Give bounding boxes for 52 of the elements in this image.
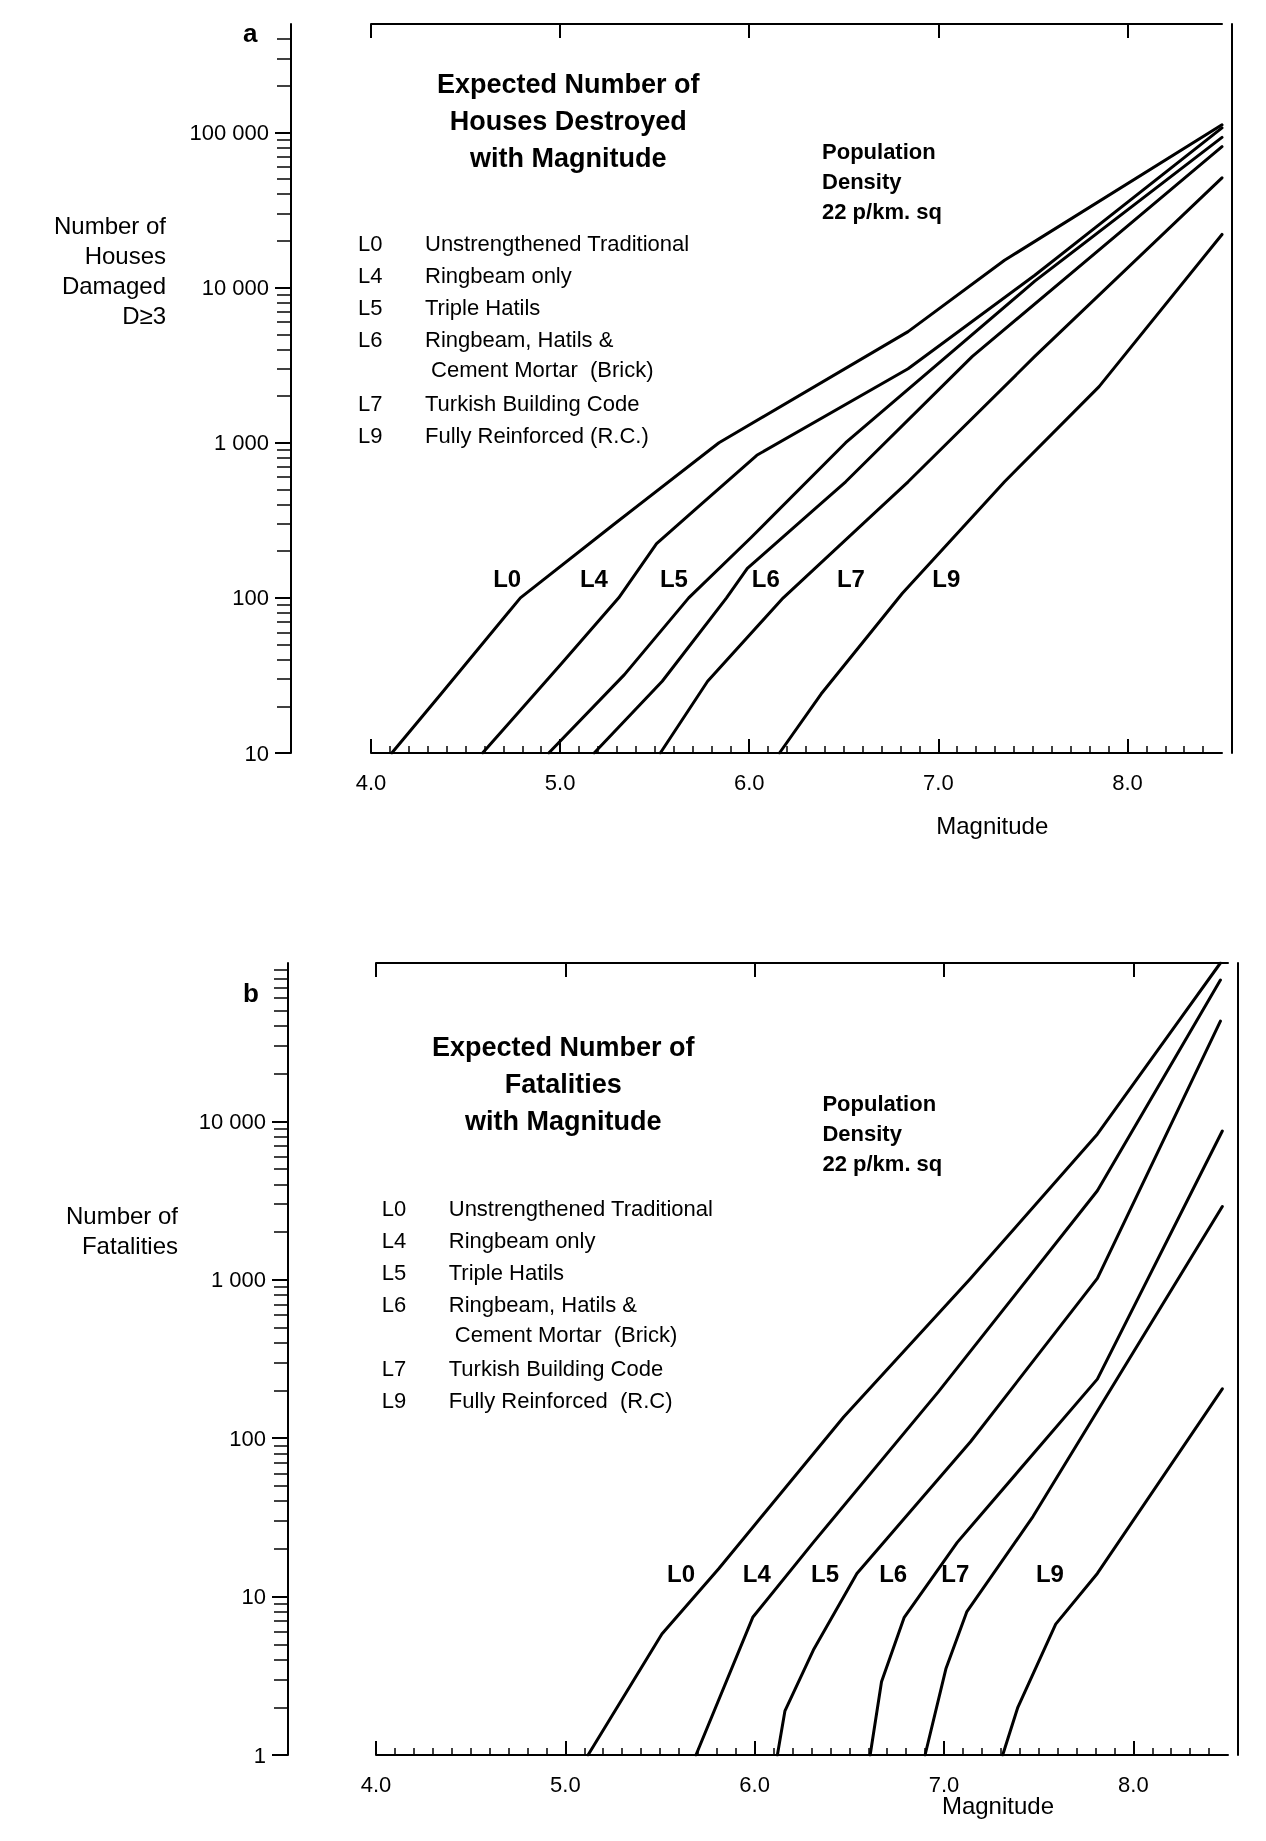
annotation: L9 [932,564,961,592]
text: b [243,978,259,1008]
text: Expected Number of Fatalities with Magnitude [432,1031,696,1136]
y-tick-label: 10 [241,1584,266,1610]
annotation: L4 [579,564,609,592]
text: a [243,18,258,48]
y-axis-title: Number of Houses Damaged D≥3 [53,211,167,329]
x-tick-label: 5.0 [550,1771,581,1797]
annotation: Population Density 22 p/km. sq [822,1090,943,1176]
text: L7 Turkish Building Code [381,1355,664,1381]
annotation: L7 [941,1560,970,1588]
annotation: L4 [742,1560,772,1588]
text: L7 Turkish Building Code [358,390,640,416]
annotation: L5 [811,1560,840,1588]
text: L5 Triple Hatils [381,1259,565,1285]
y-tick-label: 10 000 [198,1108,266,1134]
text: L9 Fully Reinforced (R.C.) [358,422,649,448]
y-tick-label: 1 000 [213,430,269,456]
y-tick-label: 100 [229,1425,266,1451]
x-tick-label: 7.0 [923,769,954,795]
text: L4 Ringbeam only [381,1227,596,1253]
y-tick-label: 100 [232,585,269,611]
x-tick-label: 4.0 [360,1771,392,1797]
x-tick-label: 8.0 [1118,1771,1149,1797]
y-tick-label: 1 000 [210,1267,266,1293]
annotation: Population Density 22 p/km. sq [822,138,942,224]
text: L6 Ringbeam, Hatils & Cement Mortar (Brick) [358,326,654,382]
annotation: L0 [667,1560,696,1588]
y-axis-title: Number of Fatalities [65,1201,179,1259]
annotation: L7 [836,564,865,592]
y-tick-label: 100 000 [189,119,269,145]
y-tick-label: 10 [244,740,269,766]
y-tick-label: 1 [253,1742,266,1768]
x-axis-title: Magnitude [936,811,1049,839]
annotation: L9 [1035,1560,1064,1588]
x-tick-label: 8.0 [1112,769,1143,795]
annotation: L6 [879,1560,908,1588]
text: L0 Unstrengthened Traditional [358,230,690,256]
x-tick-label: 6.0 [733,769,765,795]
annotation: L5 [659,564,688,592]
text: L6 Ringbeam, Hatils & Cement Mortar (Brick) [381,1291,678,1347]
y-tick-label: 10 000 [201,275,269,301]
x-tick-label: 6.0 [739,1771,770,1797]
text: L0 Unstrengthened Traditional [381,1195,713,1221]
x-tick-label: 4.0 [355,769,387,795]
annotation: L6 [751,564,780,592]
x-tick-label: 5.0 [544,769,576,795]
text: L5 Triple Hatils [358,294,541,320]
text: L9 Fully Reinforced (R.C) [381,1387,673,1413]
annotation: L0 [493,564,522,592]
text: L4 Ringbeam only [358,262,572,288]
text: Expected Number of Houses Destroyed with Magnitude [437,68,701,173]
